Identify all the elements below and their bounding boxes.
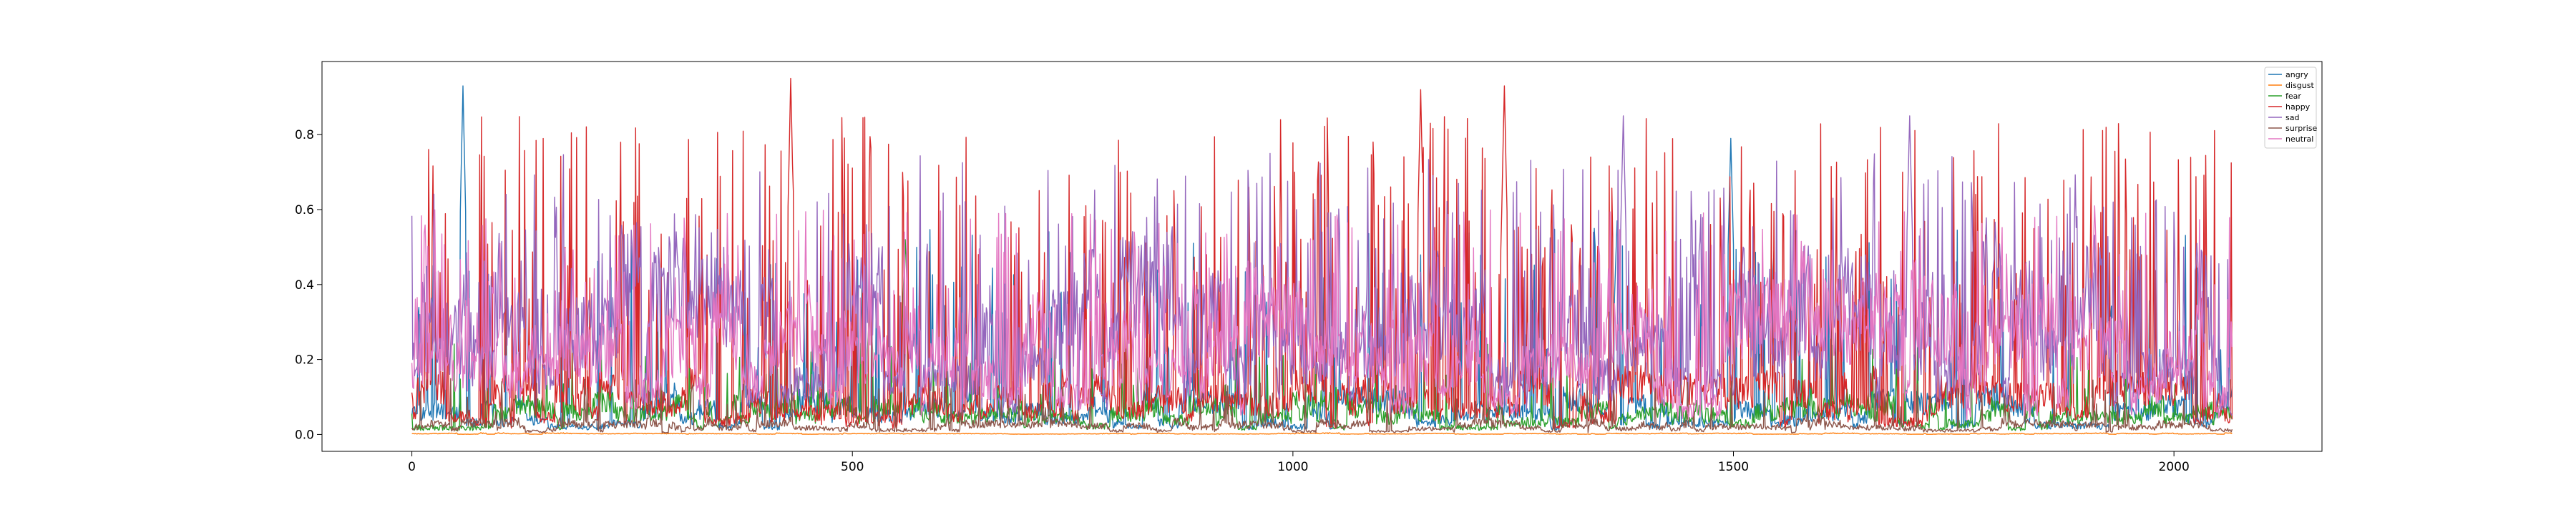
series-layer [411, 77, 2233, 435]
legend-label-sad: sad [2285, 113, 2299, 122]
x-tick-label: 1500 [1718, 460, 1749, 474]
plot-frame [321, 61, 2323, 452]
x-tick-label: 2000 [2159, 460, 2190, 474]
y-tick-label: 0.8 [295, 128, 314, 142]
y-tick-label: 0.6 [295, 203, 314, 217]
y-axis: 0.0 0.2 0.4 0.6 0.8 [295, 128, 322, 442]
legend-label-angry: angry [2285, 70, 2308, 79]
x-tick-label: 0 [408, 460, 416, 474]
series-line-neutral [411, 205, 2233, 421]
series-line-happy [411, 77, 2233, 430]
series-line-surprise [411, 378, 2233, 433]
series-line-fear [411, 239, 2233, 431]
y-tick-label: 0.4 [295, 278, 314, 293]
series-line-disgust [411, 432, 2233, 435]
x-tick-label: 1000 [1277, 460, 1308, 474]
y-tick-label: 0.0 [295, 428, 314, 442]
legend-label-happy: happy [2285, 102, 2311, 112]
x-tick-label: 500 [841, 460, 864, 474]
legend-label-surprise: surprise [2285, 124, 2318, 133]
legend-label-disgust: disgust [2285, 81, 2314, 90]
y-tick-label: 0.2 [295, 353, 314, 368]
series-line-sad [411, 115, 2233, 416]
x-axis: 0 500 1000 1500 2000 [408, 451, 2190, 474]
legend-label-fear: fear [2285, 92, 2301, 101]
legend-label-neutral: neutral [2285, 134, 2313, 144]
